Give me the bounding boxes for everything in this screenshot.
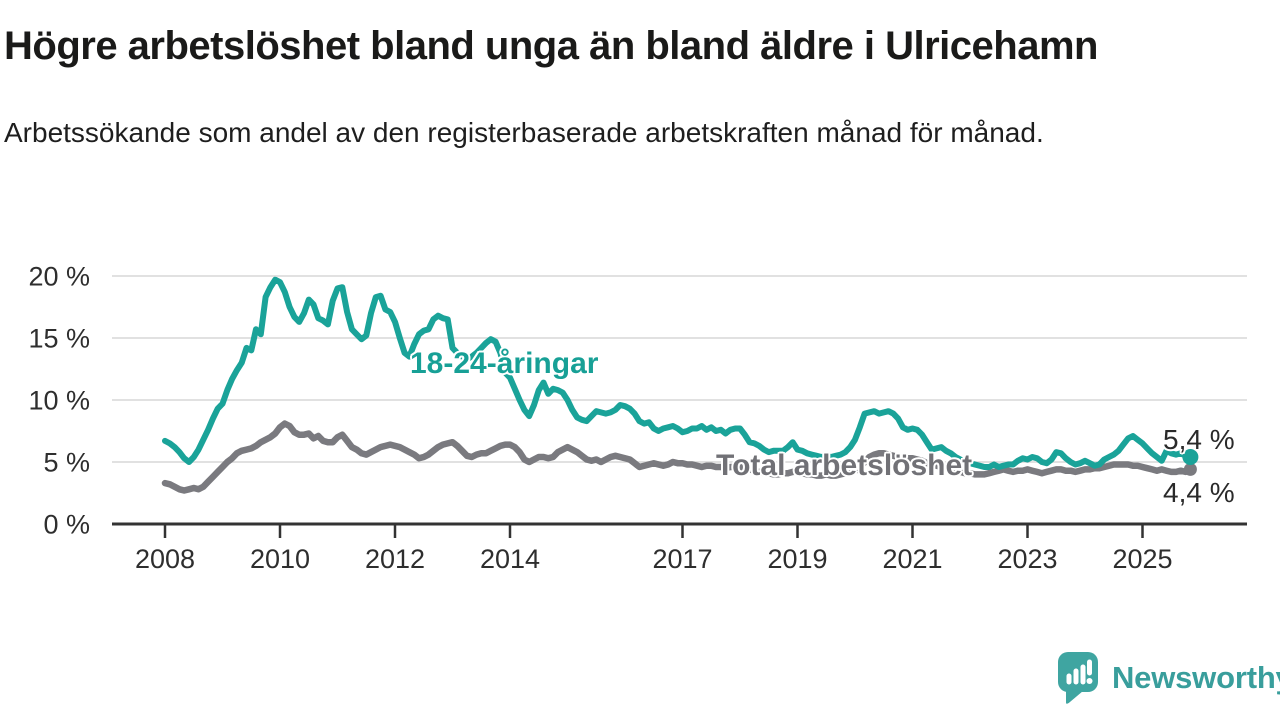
total-line <box>161 420 1194 494</box>
x-tick-label: 2019 <box>767 544 827 574</box>
series-label-youth: 18-24-åringar <box>410 347 599 380</box>
y-tick-label: 0 % <box>43 510 90 540</box>
y-tick-label: 5 % <box>43 448 90 478</box>
newsworthy-logo-text: Newsworthy <box>1112 659 1280 695</box>
newsworthy-bubble-bar-chart-icon <box>1058 652 1098 704</box>
series-label-total: Total arbetslöshet <box>716 449 973 482</box>
x-tick-label: 2025 <box>1112 544 1172 574</box>
page-subtitle: Arbetssökande som andel av den registerb… <box>4 117 1044 148</box>
x-tick-label: 2010 <box>250 544 310 574</box>
y-tick-label: 15 % <box>28 324 90 354</box>
x-tick-label: 2021 <box>882 544 942 574</box>
x-tick-label: 2008 <box>135 544 195 574</box>
youth-line <box>162 276 1194 470</box>
x-tick-label: 2014 <box>480 544 540 574</box>
x-tick-label: 2017 <box>652 544 712 574</box>
x-tick-label: 2012 <box>365 544 425 574</box>
y-tick-label: 20 % <box>28 262 90 292</box>
newsworthy-logo: Newsworthy <box>1056 650 1280 705</box>
youth-end-dot <box>1182 449 1199 465</box>
y-tick-label: 10 % <box>28 386 90 416</box>
page-title: Högre arbetslöshet bland unga än bland ä… <box>4 24 1098 68</box>
end-value-label-total: 4,4 % <box>1163 477 1235 508</box>
total-end-dot <box>1183 462 1197 476</box>
end-value-label-youth: 5,4 % <box>1163 424 1235 455</box>
x-tick-label: 2023 <box>997 544 1057 574</box>
